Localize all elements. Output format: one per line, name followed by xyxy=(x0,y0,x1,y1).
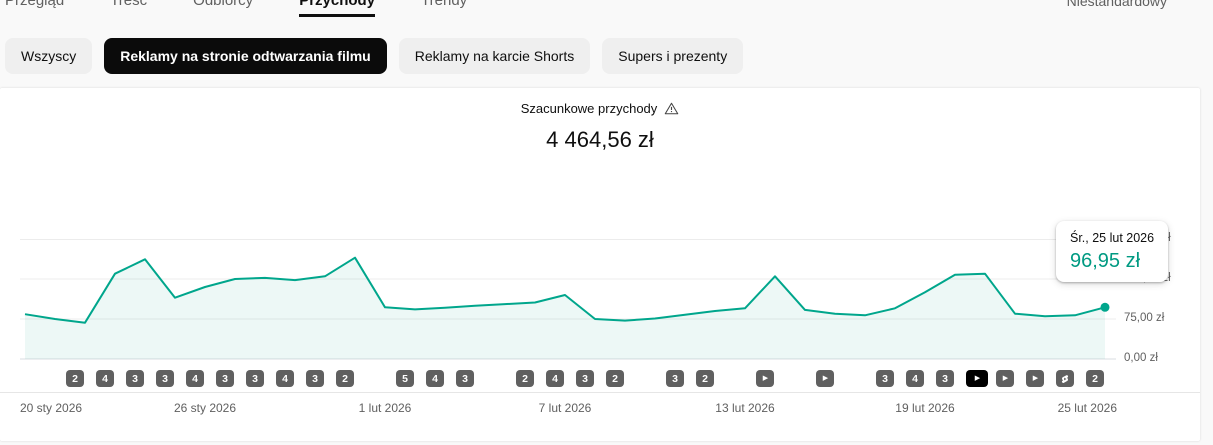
chart-end-dot xyxy=(1100,302,1110,312)
video-count-badge[interactable]: 4 xyxy=(426,370,444,387)
video-badges-row: 2 4 3 3 4 3 3 4 3 2 5 4 3 2 4 3 2 3 2 ▶ ▶ 3 4 3 ▶ ▶ ▶ 2 xyxy=(0,365,1200,393)
video-count-badge[interactable]: 4 xyxy=(276,370,294,387)
chart-tooltip: Śr., 25 lut 2026 96,95 zł xyxy=(1056,221,1169,282)
x-axis-label: 7 lut 2026 xyxy=(538,401,592,415)
video-count-badge[interactable]: 5 xyxy=(396,370,414,387)
video-count-badge[interactable]: 4 xyxy=(96,370,114,387)
metric-header: Szacunkowe przychody 4 464,56 zł xyxy=(0,100,1200,153)
video-count-badge[interactable]: 2 xyxy=(516,370,534,387)
tab-tresc[interactable]: Treść xyxy=(110,0,148,9)
revenue-chart-svg[interactable] xyxy=(0,239,1200,365)
tooltip-value: 96,95 zł xyxy=(1070,250,1141,272)
y-axis-label: 75,00 zł xyxy=(1124,312,1165,324)
video-count-badge[interactable]: 3 xyxy=(216,370,234,387)
video-count-badge[interactable]: 4 xyxy=(906,370,924,387)
play-icon: ▶ xyxy=(1002,375,1009,382)
video-count-badge[interactable]: 2 xyxy=(336,370,354,387)
chip-supers-prezenty[interactable]: Supers i prezenty xyxy=(602,38,744,74)
revenue-card: Szacunkowe przychody 4 464,56 zł 0,00 zł… xyxy=(0,88,1200,441)
metric-title-row: Szacunkowe przychody xyxy=(521,101,680,116)
video-count-badge[interactable]: 3 xyxy=(306,370,324,387)
x-axis-label: 19 lut 2026 xyxy=(895,401,955,415)
video-count-badge[interactable]: 2 xyxy=(696,370,714,387)
video-count-badge[interactable]: 3 xyxy=(456,370,474,387)
video-play-badge[interactable]: ▶ xyxy=(816,370,834,387)
tabs-inner: Przegląd Treść Odbiorcy Przychody Trendy xyxy=(5,0,467,17)
video-count-badge[interactable]: 3 xyxy=(936,370,954,387)
video-count-badge[interactable]: 4 xyxy=(186,370,204,387)
x-axis-label: 1 lut 2026 xyxy=(358,401,412,415)
tab-przeglad[interactable]: Przegląd xyxy=(5,0,65,9)
date-range-selector[interactable]: Niestandardowy xyxy=(1066,0,1167,9)
metric-title: Szacunkowe przychody xyxy=(520,101,658,116)
video-count-badge[interactable]: 4 xyxy=(546,370,564,387)
play-icon: ▶ xyxy=(974,375,981,382)
video-play-badge[interactable]: ▶ xyxy=(756,370,774,387)
warning-icon[interactable] xyxy=(664,101,679,116)
video-play-badge[interactable]: ▶ xyxy=(1026,370,1044,387)
x-axis-label: 25 lut 2026 xyxy=(1057,401,1117,415)
video-play-badge[interactable]: ▶ xyxy=(996,370,1014,387)
play-icon: ▶ xyxy=(762,375,769,382)
x-axis-labels: 20 sty 2026 26 sty 2026 1 lut 2026 7 lut 20… xyxy=(0,393,1200,419)
x-axis-label: 20 sty 2026 xyxy=(20,401,83,415)
chip-wszyscy[interactable]: Wszyscy xyxy=(5,38,93,74)
chip-reklamy-strona-odtwarzania[interactable]: Reklamy na stronie odtwarzania filmu xyxy=(104,38,387,74)
tab-przychody[interactable]: Przychody xyxy=(299,0,376,17)
shorts-badge[interactable] xyxy=(1056,370,1074,387)
top-tabs: Przegląd Treść Odbiorcy Przychody Trendy… xyxy=(0,0,1213,18)
y-axis-label: 0,00 zł xyxy=(1124,352,1158,364)
filter-chips: Wszyscy Reklamy na stronie odtwarzania f… xyxy=(0,18,1213,74)
x-axis-label: 13 lut 2026 xyxy=(715,401,775,415)
video-count-badge[interactable]: 3 xyxy=(666,370,684,387)
tooltip-date: Śr., 25 lut 2026 xyxy=(1070,231,1155,245)
play-icon: ▶ xyxy=(822,375,829,382)
x-axis-label: 26 sty 2026 xyxy=(173,401,237,415)
play-icon: ▶ xyxy=(1032,375,1039,382)
video-count-badge[interactable]: 2 xyxy=(606,370,624,387)
video-count-badge[interactable]: 3 xyxy=(246,370,264,387)
tab-odbiorcy[interactable]: Odbiorcy xyxy=(193,0,254,9)
video-count-badge[interactable]: 3 xyxy=(126,370,144,387)
video-count-badge[interactable]: 3 xyxy=(576,370,594,387)
video-play-badge-active[interactable]: ▶ xyxy=(966,370,988,387)
video-count-badge[interactable]: 3 xyxy=(156,370,174,387)
video-count-badge[interactable]: 3 xyxy=(876,370,894,387)
metric-value: 4 464,56 zł xyxy=(546,127,654,152)
video-count-badge[interactable]: 2 xyxy=(1086,370,1104,387)
chip-reklamy-shorts[interactable]: Reklamy na karcie Shorts xyxy=(398,38,591,74)
tab-trendy[interactable]: Trendy xyxy=(421,0,468,9)
video-count-badge[interactable]: 2 xyxy=(66,370,84,387)
